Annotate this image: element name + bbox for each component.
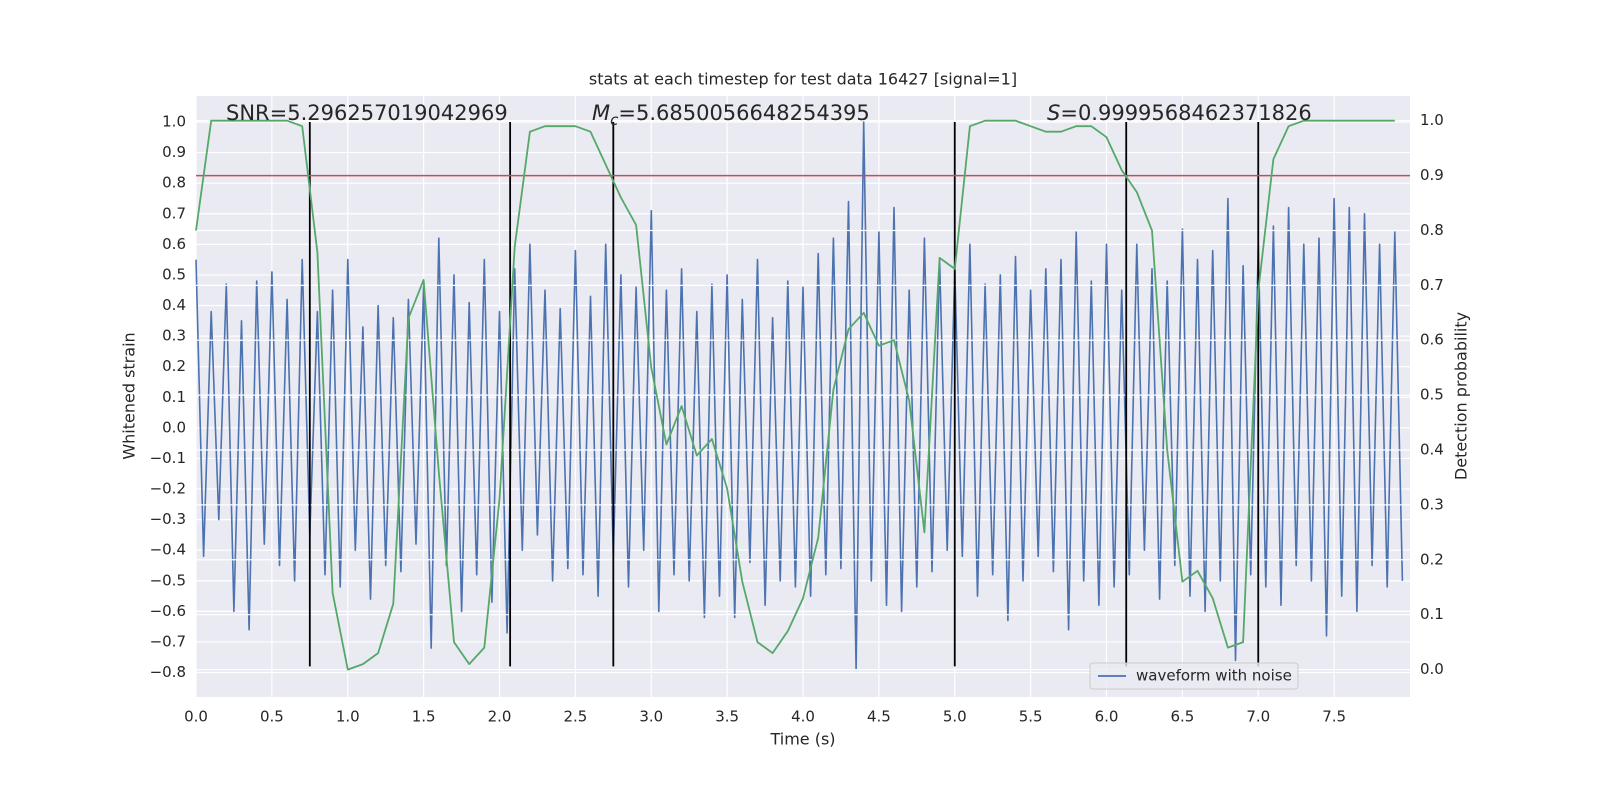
x-tick-label: 0.5 — [260, 708, 284, 726]
y-tick-label: 0.2 — [162, 357, 186, 375]
x-tick-label: 3.0 — [639, 708, 663, 726]
annotation-text: SNR=5.296257019042969 — [226, 101, 508, 125]
x-tick-label: 4.0 — [791, 708, 815, 726]
y-tick-label: 0.3 — [162, 327, 186, 345]
x-tick-label: 0.0 — [184, 708, 208, 726]
y-tick-label: −0.1 — [150, 449, 186, 467]
annotation-text: =5.6850056648254395 — [618, 101, 869, 125]
x-tick-label: 3.5 — [715, 708, 739, 726]
x-tick-label: 6.5 — [1170, 708, 1194, 726]
x-tick-label: 5.0 — [943, 708, 967, 726]
annotation: Mc=5.6850056648254395 — [592, 101, 870, 129]
x-tick-label: 2.5 — [563, 708, 587, 726]
y-tick-label: −0.7 — [150, 632, 186, 650]
x-tick-label: 1.0 — [336, 708, 360, 726]
y-tick-label: 0.6 — [162, 235, 186, 253]
y-tick-label: 0.9 — [162, 143, 186, 161]
y-tick-label: −0.5 — [150, 571, 186, 589]
y2-tick-label: 0.6 — [1420, 331, 1444, 349]
y-axis-label: Whitened strain — [120, 332, 139, 459]
y2-tick-label: 0.4 — [1420, 441, 1444, 459]
x-tick-label: 7.0 — [1246, 708, 1270, 726]
y2-tick-label: 0.1 — [1420, 605, 1444, 623]
x-tick-label: 1.5 — [412, 708, 436, 726]
y2-tick-label: 0.2 — [1420, 550, 1444, 568]
y2-tick-label: 0.0 — [1420, 660, 1444, 678]
y-tick-label: −0.4 — [150, 541, 186, 559]
y-tick-label: −0.8 — [150, 663, 186, 681]
y-tick-label: 0.0 — [162, 418, 186, 436]
y-tick-label: 0.1 — [162, 388, 186, 406]
x-tick-label: 4.5 — [867, 708, 891, 726]
y-tick-label: 0.7 — [162, 204, 186, 222]
annotation: S=0.9999568462371826 — [1047, 101, 1312, 125]
x-tick-label: 6.0 — [1095, 708, 1119, 726]
annotation-text: =0.9999568462371826 — [1060, 101, 1311, 125]
x-tick-label: 7.5 — [1322, 708, 1346, 726]
annotation-symbol: M — [592, 101, 610, 125]
y2-axis-label: Detection probability — [1452, 312, 1471, 480]
y2-tick-label: 0.7 — [1420, 276, 1444, 294]
y-tick-label: 0.4 — [162, 296, 186, 314]
annotation: SNR=5.296257019042969 — [226, 101, 508, 125]
y2-tick-label: 0.8 — [1420, 221, 1444, 239]
data-line — [195, 121, 1404, 671]
x-tick-label: 2.0 — [488, 708, 512, 726]
legend-box — [1089, 662, 1299, 690]
x-axis-label: Time (s) — [769, 730, 835, 749]
y2-tick-label: 0.9 — [1420, 166, 1444, 184]
y-tick-label: 0.8 — [162, 174, 186, 192]
y-tick-label: −0.6 — [150, 602, 186, 620]
y-tick-label: 1.0 — [162, 112, 186, 130]
data-line — [195, 119, 1395, 671]
y-tick-label: 0.5 — [162, 265, 186, 283]
annotation-subscript: c — [610, 111, 619, 129]
y2-tick-label: 0.5 — [1420, 386, 1444, 404]
chart-title: stats at each timestep for test data 164… — [589, 70, 1017, 89]
y-tick-label: −0.3 — [150, 510, 186, 528]
y2-tick-label: 0.3 — [1420, 495, 1444, 513]
annotation-symbol: S — [1047, 101, 1060, 125]
legend-label: waveform with noise — [1136, 667, 1292, 685]
x-tick-label: 5.5 — [1019, 708, 1043, 726]
y2-tick-label: 1.0 — [1420, 111, 1444, 129]
y-tick-label: −0.2 — [150, 480, 186, 498]
